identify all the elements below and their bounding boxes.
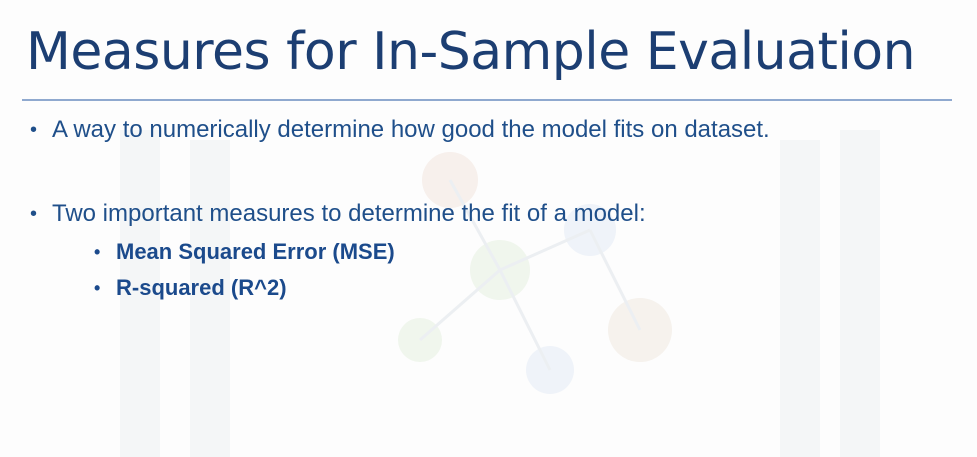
sub-bullet-item: R-squared (R^2) <box>94 270 960 306</box>
bullet-item: Two important measures to determine the … <box>30 198 960 306</box>
sub-bullet-item: Mean Squared Error (MSE) <box>94 234 960 270</box>
bullet-list: A way to numerically determine how good … <box>30 108 960 306</box>
sub-bullet-list: Mean Squared Error (MSE) R-squared (R^2) <box>52 234 960 306</box>
slide-title: Measures for In-Sample Evaluation <box>26 22 916 82</box>
bullet-item: A way to numerically determine how good … <box>30 114 960 146</box>
title-divider <box>22 99 952 101</box>
bullet-text: Two important measures to determine the … <box>52 200 646 227</box>
